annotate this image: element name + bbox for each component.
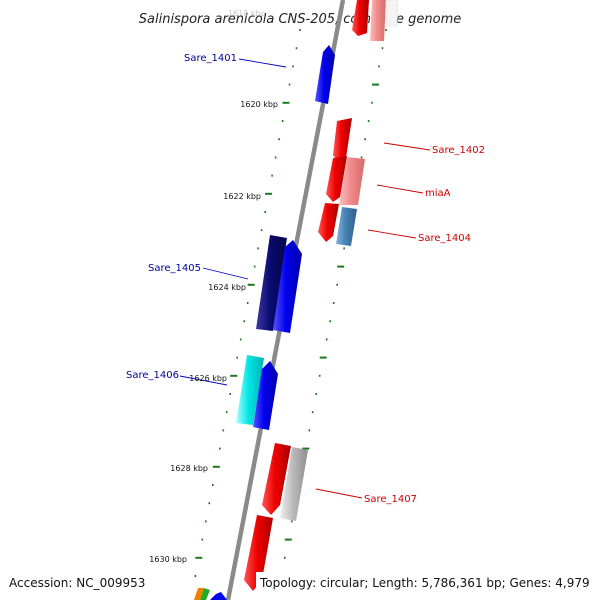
gene-arrow-sare-1406b[interactable] bbox=[253, 361, 278, 430]
gene-arrow-top-lightred[interactable] bbox=[370, 0, 386, 41]
gene-label-sare-1401[interactable]: Sare_1401 bbox=[184, 53, 237, 64]
gene-arrow-bottom-green[interactable] bbox=[200, 588, 210, 600]
gene-features bbox=[194, 0, 399, 600]
scale-label-faded: 1618 kbp bbox=[228, 9, 266, 18]
topology-text: Topology: circular; Length: 5,786,361 bp… bbox=[259, 576, 590, 590]
scale-label-1628: 1628 kbp bbox=[170, 464, 208, 473]
gene-label-sare-1404[interactable]: Sare_1404 bbox=[418, 233, 471, 244]
gene-arrow-top-gray[interactable] bbox=[384, 0, 399, 27]
gene-arrow-bottom-orange[interactable] bbox=[194, 588, 204, 600]
gene-arrow-sare-1404[interactable] bbox=[336, 207, 357, 246]
footer-left-backdrop bbox=[0, 572, 158, 592]
gene-arrow-sare-1406[interactable] bbox=[236, 355, 264, 425]
accession-text: Accession: NC_009953 bbox=[9, 576, 145, 590]
gene-arrow-miaa[interactable] bbox=[339, 157, 365, 205]
scale-label-1622: 1622 kbp bbox=[223, 192, 261, 201]
map-title: Salinispora arenicola CNS-205, complete … bbox=[139, 12, 461, 27]
gene-arrow-sare-1404-red[interactable] bbox=[318, 203, 339, 242]
gene-arrow-top-red[interactable] bbox=[352, 0, 369, 36]
gene-label-sare-1407[interactable]: Sare_1407 bbox=[364, 494, 417, 505]
gene-arrow-sare-1402[interactable] bbox=[333, 118, 352, 163]
label-leaders bbox=[179, 58, 431, 499]
scale-label-1626: 1626 kbp bbox=[189, 374, 227, 383]
scale-label-1630: 1630 kbp bbox=[149, 555, 187, 564]
gene-arrow-bottom-red[interactable] bbox=[244, 515, 273, 591]
gene-arrow-sare-1405[interactable] bbox=[256, 235, 287, 331]
tick-marks bbox=[194, 29, 387, 577]
gene-label-miaa[interactable]: miaA bbox=[425, 188, 451, 199]
gene-label-sare-1402[interactable]: Sare_1402 bbox=[432, 145, 485, 156]
scale-label-1620: 1620 kbp bbox=[240, 100, 278, 109]
footer-right-backdrop bbox=[256, 572, 596, 592]
gene-arrow-sare-1401[interactable] bbox=[315, 45, 335, 104]
gene-label-sare-1406[interactable]: Sare_1406 bbox=[126, 370, 179, 381]
gene-arrow-sare-1407-red[interactable] bbox=[262, 443, 291, 515]
gene-arrow-bottom-blue[interactable] bbox=[210, 592, 227, 600]
gene-arrow-sare-1405b[interactable] bbox=[273, 240, 302, 333]
scale-label-1624: 1624 kbp bbox=[208, 283, 246, 292]
gene-label-sare-1405[interactable]: Sare_1405 bbox=[148, 263, 201, 274]
gene-arrow-sare-1407[interactable] bbox=[280, 447, 308, 521]
gene-arrow-sare-1402b[interactable] bbox=[326, 156, 347, 202]
